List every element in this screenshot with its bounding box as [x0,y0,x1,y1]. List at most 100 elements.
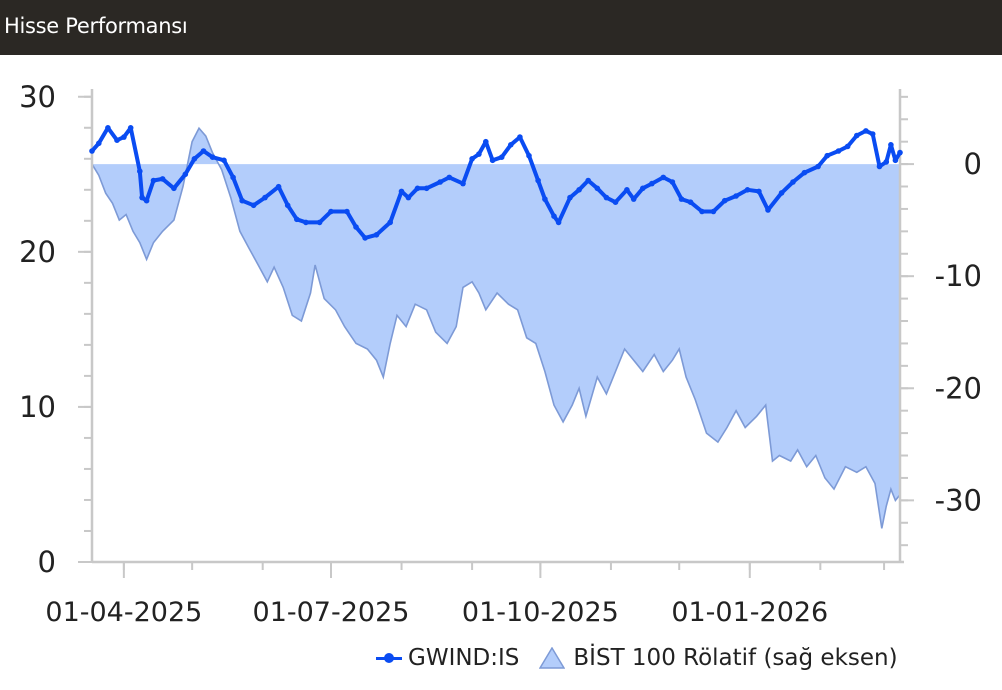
page-title: Hisse Performansı [4,14,188,38]
stock-data-point [535,177,541,184]
stock-data-point [344,208,350,215]
stock-data-point [892,157,899,164]
stock-data-point [476,151,482,157]
stock-data-point [446,174,453,181]
stock-data-point [756,188,762,195]
stock-data-point [555,219,562,226]
stock-data-point [469,156,475,162]
right-tick-label: -30 [935,483,982,517]
stock-data-point [143,197,150,204]
index-area-series [91,126,901,529]
x-tick-label: 01-10-2025 [462,597,619,628]
stock-data-point [508,142,514,148]
stock-data-point [897,149,903,156]
line-marker-icon [376,648,402,668]
stock-data-point [669,179,676,185]
stock-data-point [869,131,876,137]
legend-item-stock: GWIND:IS [376,645,519,671]
stock-data-point [362,235,368,241]
right-tick-label: -20 [935,371,982,405]
stock-data-point [710,208,717,215]
area-triangle-icon [539,647,566,669]
stock-data-point [303,219,309,226]
stock-data-point [863,128,869,134]
index-area-fill [92,128,900,529]
stock-data-point [294,216,300,223]
legend-index-label: BİST 100 Rölatif (sağ eksen) [573,645,898,671]
left-tick-label: 30 [19,80,56,114]
x-tick-label: 01-01-2026 [671,597,828,628]
stock-data-point [121,134,127,140]
index-area-outline [91,126,901,529]
stock-data-point [576,187,582,193]
stock-data-point [815,163,821,170]
stock-data-point [733,193,739,199]
stock-data-point [171,185,177,192]
stock-data-point [96,140,102,147]
stock-data-point [790,179,796,185]
stock-data-point [835,148,842,154]
stock-data-point [854,132,860,139]
stock-data-point [114,137,120,143]
stock-data-point [660,174,667,181]
stock-data-point [139,194,145,201]
stock-data-point [200,148,207,154]
right-tick-label: 0 [964,147,982,181]
stock-data-point [883,159,890,165]
stock-data-point [778,190,785,196]
stock-data-point [316,219,323,226]
stock-data-point [191,156,198,162]
stock-data-point [517,134,523,140]
stock-data-point [159,176,166,182]
stock-data-point [765,207,771,213]
stock-data-point [373,232,380,238]
stock-data-point [105,125,111,131]
stock-data-point [630,196,637,202]
stock-data-point [209,154,216,160]
performance-chart: 0 10 20 30 0 -10 -20 -30 01-04-2025 01-07-2025 01-… [19,80,982,628]
stock-data-point [221,157,227,164]
stock-data-point [721,197,728,204]
stock-data-point [423,185,430,192]
stock-line-series [89,125,903,241]
stock-data-point [353,224,359,230]
legend-stock-label: GWIND:IS [408,645,520,671]
stock-data-point [640,185,646,192]
stock-data-point [127,125,134,131]
stock-data-point [824,152,830,159]
header-bar: Hisse Performansı [0,0,1002,55]
stock-data-point [699,208,705,215]
stock-data-point [150,177,157,184]
stock-data-point [250,202,257,209]
stock-data-point [137,168,143,174]
x-tick-label: 01-04-2025 [45,597,202,628]
stock-data-point [284,202,291,209]
stock-data-point [585,177,591,184]
stock-data-point [437,179,444,185]
stock-data-point [612,199,619,205]
stock-data-point [744,187,751,193]
stock-data-point [89,148,95,154]
stock-data-point [876,163,883,170]
stock-data-point [182,171,189,178]
stock-data-point [460,180,466,187]
stock-data-point [239,197,245,204]
stock-data-point [328,208,334,215]
stock-data-point [414,185,421,192]
chart-legend: GWIND:IS BİST 100 Rölatif (sağ eksen) [376,641,898,675]
legend-item-index: BİST 100 Rölatif (sağ eksen) [519,645,898,671]
stock-data-point [888,142,894,148]
stock-data-point [687,199,694,205]
chart-axes: 0 10 20 30 0 -10 -20 -30 01-04-2025 01-07-2025 01-… [19,80,982,628]
stock-data-point [483,138,489,145]
stock-data-point [649,180,655,187]
stock-data-point [275,183,282,190]
x-tick-label: 01-07-2025 [253,597,410,628]
stock-data-point [801,169,808,176]
stock-data-point [498,154,505,160]
left-tick-label: 10 [19,390,56,424]
stock-data-point [405,194,412,201]
stock-data-point [551,213,557,219]
right-tick-label: -10 [935,259,982,293]
stock-data-point [844,143,851,150]
